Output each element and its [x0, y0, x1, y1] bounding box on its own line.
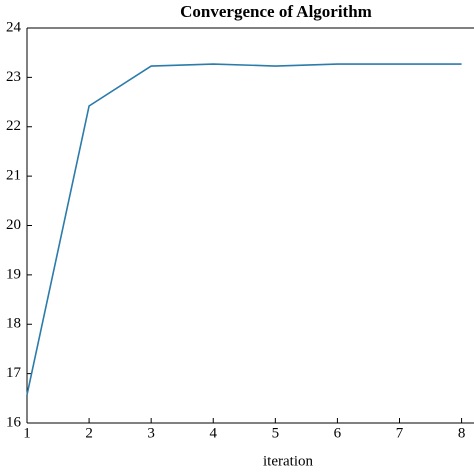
x-tick-label: 6	[334, 425, 342, 441]
y-tick-label: 19	[6, 266, 21, 282]
y-tick-label: 22	[6, 118, 21, 134]
y-tick-label: 18	[6, 316, 21, 332]
y-tick-label: 20	[6, 217, 21, 233]
x-axis-label: iteration	[263, 453, 313, 469]
x-tick-label: 4	[210, 425, 218, 441]
y-tick-label: 21	[6, 168, 21, 184]
x-tick-label: 3	[147, 425, 155, 441]
plot-frame	[26, 27, 474, 424]
y-tick-label: 23	[6, 69, 21, 85]
x-tick-label: 2	[85, 425, 93, 441]
x-tick-label: 5	[272, 425, 280, 441]
x-tick-label: 8	[458, 425, 466, 441]
chart-title: Convergence of Algorithm	[180, 2, 372, 21]
y-tick-label: 17	[6, 365, 22, 381]
y-tick-label: 16	[6, 414, 22, 430]
y-tick-label: 24	[6, 19, 22, 35]
data-line	[26, 63, 462, 396]
x-tick-label: 1	[23, 425, 31, 441]
x-tick-label: 7	[396, 425, 404, 441]
